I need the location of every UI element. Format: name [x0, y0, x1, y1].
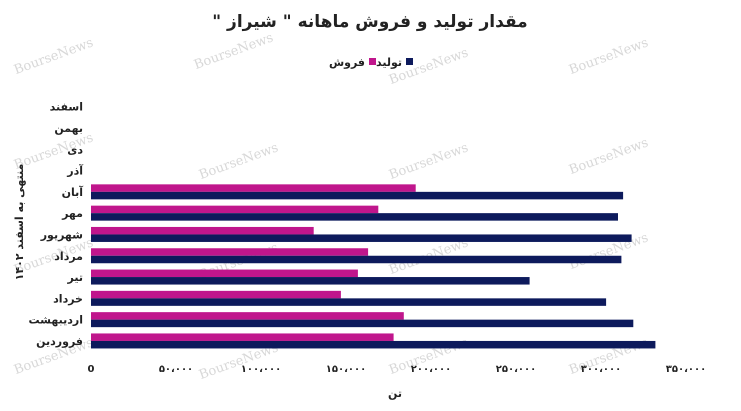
- category-label: آذر: [66, 164, 83, 178]
- watermark-text: BourseNews: [192, 30, 275, 73]
- category-label: دی: [67, 143, 83, 156]
- category-label: آبان: [62, 185, 84, 199]
- category-label: خرداد: [53, 292, 83, 305]
- x-tick-label: ۳۵۰،۰۰۰: [666, 364, 706, 375]
- bar-production: [91, 298, 607, 306]
- category-label: شهریور: [40, 228, 83, 241]
- bar-production: [91, 340, 656, 349]
- category-label: بهمن: [54, 122, 83, 135]
- legend: تولید فروش: [329, 56, 413, 69]
- bar-sales: [91, 248, 369, 256]
- x-tick-label: ۱۵۰،۰۰۰: [326, 364, 366, 375]
- legend-label: فروش: [329, 56, 365, 69]
- category-label: اسفند: [50, 101, 83, 114]
- plot-area: [91, 184, 656, 349]
- bar-production: [91, 255, 622, 264]
- watermark-text: BourseNews: [567, 35, 650, 78]
- bar-production: [91, 191, 624, 200]
- x-tick-label: ۱۰۰،۰۰۰: [241, 364, 281, 375]
- bar-sales: [91, 226, 314, 235]
- bar-production: [91, 277, 530, 285]
- category-label: اردیبهشت: [29, 314, 83, 327]
- bar-sales: [91, 184, 416, 192]
- bar-production: [91, 319, 634, 328]
- x-tick-label: ۲۰۰،۰۰۰: [411, 364, 451, 375]
- bar-sales: [91, 312, 404, 320]
- category-label: مهر: [61, 207, 83, 220]
- legend-label: تولید: [376, 56, 402, 69]
- x-tick-labels: 0 ۵۰،۰۰۰ ۱۰۰،۰۰۰ ۱۵۰،۰۰۰ ۲۰۰،۰۰۰ ۲۵۰،۰۰۰ ۳۰۰،۰…: [88, 364, 707, 375]
- bar-sales: [91, 205, 379, 214]
- x-tick-label: ۳۰۰،۰۰۰: [581, 364, 621, 375]
- x-tick-label: ۵۰،۰۰۰: [159, 364, 193, 375]
- watermark-text: BourseNews: [12, 35, 95, 78]
- x-axis-title: تن: [388, 387, 402, 400]
- bar-production: [91, 234, 632, 242]
- category-labels: فروردین اردیبهشت خرداد تیر مرداد شهریور مهر آبا…: [29, 101, 84, 348]
- category-label: فروردین: [36, 335, 83, 348]
- y-axis-title: منتهی به اسفند ۱۴۰۲: [13, 164, 26, 281]
- watermark-text: BourseNews: [197, 140, 280, 183]
- bar-production: [91, 213, 618, 221]
- x-tick-label: ۲۵۰،۰۰۰: [496, 364, 536, 375]
- legend-swatch: [369, 58, 376, 65]
- category-label: تیر: [67, 271, 83, 284]
- watermark-text: BourseNews: [387, 140, 470, 183]
- category-label: مرداد: [54, 250, 83, 263]
- chart-title: مقدار تولید و فروش ماهانه " شیراز ": [212, 12, 527, 32]
- watermark-text: BourseNews: [567, 135, 650, 178]
- bar-sales: [91, 269, 358, 278]
- legend-swatch: [406, 58, 413, 65]
- bar-sales: [91, 333, 394, 341]
- x-tick-label: 0: [88, 364, 95, 375]
- bar-sales: [91, 290, 341, 299]
